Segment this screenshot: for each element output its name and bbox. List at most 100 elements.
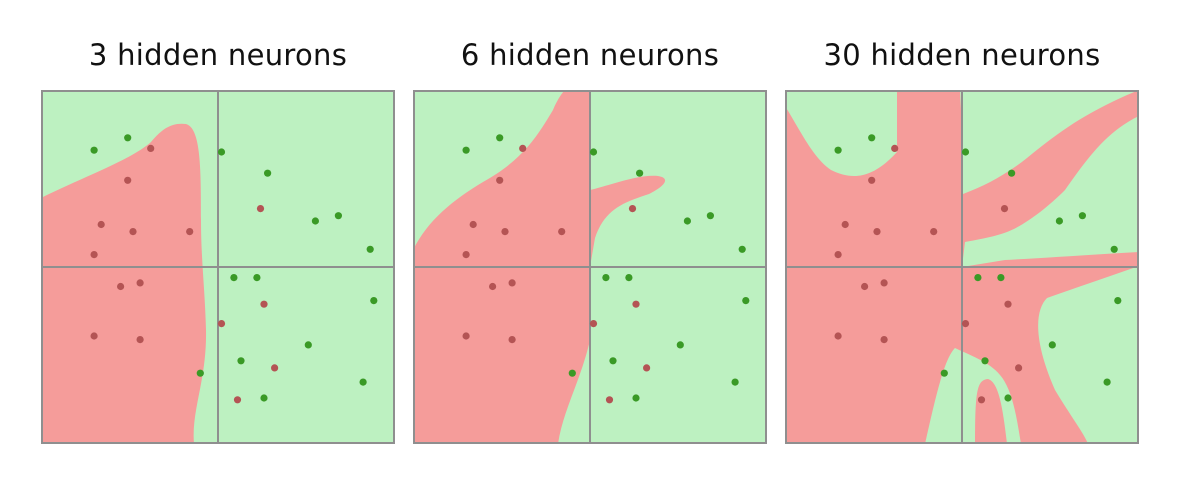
- red-data-point: [462, 332, 470, 340]
- green-data-point: [625, 274, 633, 282]
- red-data-point: [880, 336, 888, 344]
- red-data-point: [589, 320, 598, 328]
- red-data-point: [880, 279, 888, 287]
- green-data-point: [124, 134, 132, 142]
- green-data-point: [940, 369, 948, 377]
- green-data-point: [602, 274, 610, 282]
- red-data-point: [508, 336, 516, 344]
- panel-title: 30 hidden neurons: [823, 38, 1101, 72]
- green-data-point: [196, 369, 204, 377]
- red-data-point: [501, 228, 509, 236]
- red-data-point: [462, 251, 470, 259]
- green-data-point: [1114, 297, 1122, 305]
- red-data-point: [558, 228, 566, 236]
- red-data-point: [508, 279, 516, 287]
- red-data-point: [961, 320, 970, 328]
- green-region: [785, 90, 897, 176]
- green-data-point: [981, 357, 989, 365]
- red-data-point: [605, 396, 614, 404]
- green-data-point: [1078, 212, 1086, 220]
- red-data-point: [124, 176, 132, 184]
- panel-title: 3 hidden neurons: [88, 38, 348, 72]
- green-data-point: [462, 146, 470, 154]
- green-data-point: [1004, 394, 1012, 402]
- red-data-point: [841, 220, 849, 229]
- green-data-point: [217, 148, 226, 156]
- green-data-point: [334, 212, 342, 220]
- decision-boundary-panel: [413, 90, 767, 444]
- red-data-point: [117, 282, 125, 291]
- red-region: [975, 379, 1007, 444]
- green-data-point: [1048, 341, 1056, 349]
- green-data-point: [230, 274, 238, 282]
- red-data-point: [217, 320, 226, 328]
- green-data-point: [264, 169, 272, 177]
- green-data-point: [366, 245, 374, 253]
- panel-title: 6 hidden neurons: [460, 38, 720, 72]
- red-data-point: [977, 396, 986, 404]
- green-data-point: [683, 217, 691, 225]
- red-data-point: [834, 332, 842, 340]
- decision-boundary-panel: [785, 90, 1139, 444]
- red-data-point: [643, 364, 651, 372]
- decision-boundary-panel: [41, 90, 395, 444]
- red-data-point: [868, 176, 876, 184]
- red-data-point: [271, 364, 279, 372]
- green-data-point: [636, 169, 644, 177]
- green-data-point: [311, 217, 319, 225]
- green-data-point: [868, 134, 876, 142]
- green-data-point: [731, 378, 739, 386]
- red-data-point: [930, 228, 938, 236]
- green-data-point: [253, 274, 261, 282]
- green-data-point: [834, 146, 842, 154]
- red-data-point: [256, 205, 265, 213]
- red-data-point: [90, 332, 98, 340]
- green-data-point: [359, 378, 367, 386]
- red-data-point: [519, 144, 527, 152]
- green-data-point: [260, 394, 268, 402]
- red-data-point: [90, 251, 98, 259]
- decision-boundary-plot: [413, 90, 767, 444]
- green-data-point: [237, 357, 245, 365]
- red-data-point: [233, 396, 242, 404]
- red-data-point: [632, 300, 640, 308]
- green-data-point: [706, 212, 714, 220]
- red-data-point: [834, 251, 842, 259]
- red-data-point: [1000, 205, 1009, 213]
- red-data-point: [873, 228, 881, 236]
- green-data-point: [589, 148, 598, 156]
- red-data-point: [469, 220, 477, 229]
- green-data-point: [738, 245, 746, 253]
- red-data-point: [129, 228, 137, 236]
- green-data-point: [632, 394, 640, 402]
- green-data-point: [304, 341, 312, 349]
- red-data-point: [260, 300, 268, 308]
- red-data-point: [136, 336, 144, 344]
- red-data-point: [489, 282, 497, 291]
- red-data-point: [1004, 300, 1012, 308]
- red-region: [41, 123, 207, 444]
- green-data-point: [1008, 169, 1016, 177]
- red-data-point: [496, 176, 504, 184]
- green-data-point: [609, 357, 617, 365]
- green-data-point: [961, 148, 970, 156]
- red-data-point: [628, 205, 637, 213]
- green-data-point: [997, 274, 1005, 282]
- green-data-point: [1110, 245, 1118, 253]
- green-data-point: [676, 341, 684, 349]
- decision-boundary-plot: [41, 90, 395, 444]
- red-data-point: [891, 144, 899, 152]
- green-data-point: [90, 146, 98, 154]
- decision-boundary-plot: [785, 90, 1139, 444]
- green-data-point: [1103, 378, 1111, 386]
- green-data-point: [1055, 217, 1063, 225]
- green-data-point: [974, 274, 982, 282]
- green-data-point: [568, 369, 576, 377]
- red-data-point: [186, 228, 194, 236]
- red-data-point: [147, 144, 155, 152]
- plot-frame: [785, 90, 1139, 444]
- plot-frame: [41, 90, 395, 444]
- red-data-point: [1015, 364, 1023, 372]
- red-data-point: [861, 282, 869, 291]
- plot-frame: [413, 90, 767, 444]
